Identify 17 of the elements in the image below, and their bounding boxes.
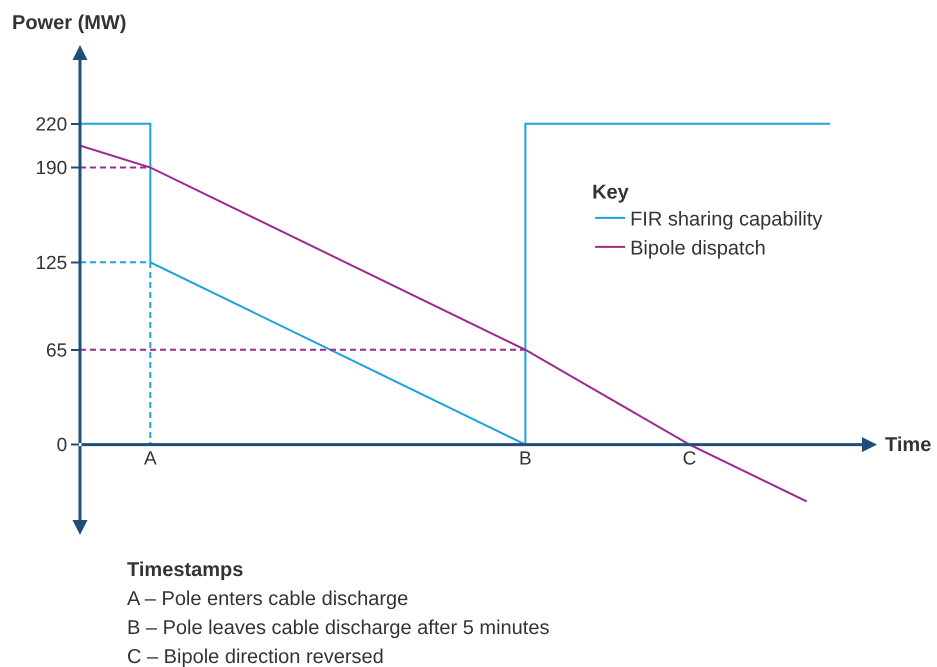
x-tick-label: A xyxy=(144,448,157,470)
y-tick-label: 125 xyxy=(35,252,68,274)
x-axis-title: Time xyxy=(885,434,932,456)
y-tick-label: 0 xyxy=(56,435,68,456)
y-tick-label: 190 xyxy=(35,158,68,180)
text: A – Pole enters cable discharge xyxy=(127,588,408,610)
x-tick-label: C xyxy=(682,448,696,470)
legend-label: FIR sharing capability xyxy=(630,208,822,231)
text: Timestamps xyxy=(127,559,244,581)
y-tick-label: 65 xyxy=(46,340,68,362)
text: C – Bipole direction reversed xyxy=(127,646,384,667)
legend-label: Bipole dispatch xyxy=(630,238,766,260)
y-axis-title: Power (MW) xyxy=(12,12,126,34)
legend-title: Key xyxy=(592,181,630,204)
text: B – Pole leaves cable discharge after 5 minutes xyxy=(127,617,550,639)
x-tick-label: B xyxy=(519,448,532,470)
y-tick-label: 220 xyxy=(35,114,68,136)
